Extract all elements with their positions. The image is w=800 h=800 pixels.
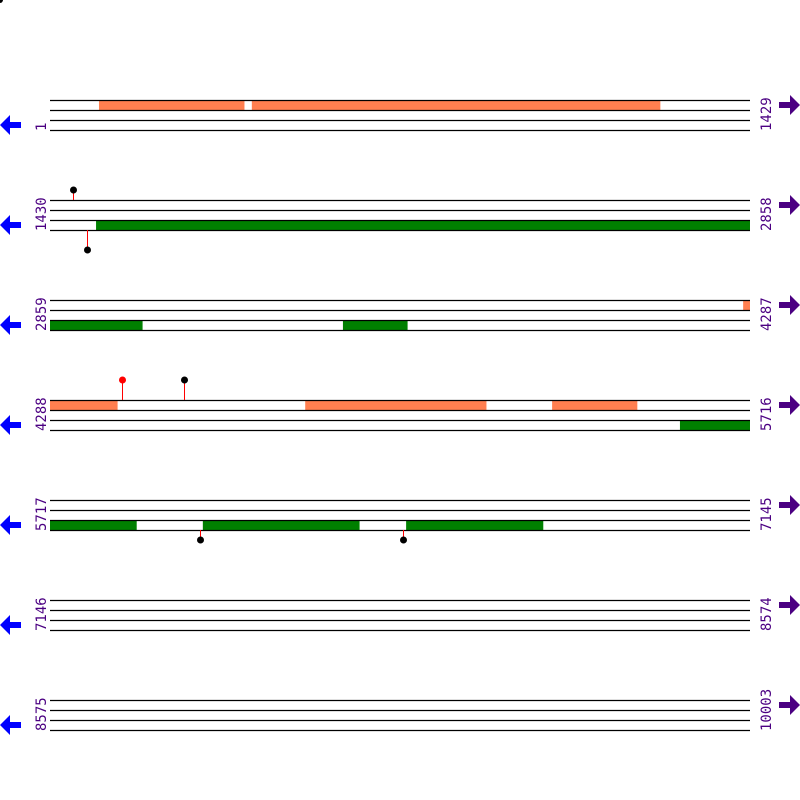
orange-feature[interactable] [552, 400, 638, 410]
row-start-label: 1 [34, 123, 50, 131]
row-end-label: 8574 [759, 597, 775, 631]
right-arrow-icon[interactable] [779, 495, 800, 515]
row-end-label: 4287 [759, 297, 775, 331]
row-end-label: 10003 [759, 689, 775, 731]
sequence-row: 5717 7145 [0, 495, 800, 544]
left-arrow-icon[interactable] [0, 115, 21, 135]
green-feature[interactable] [342, 320, 408, 330]
lollipop-marker[interactable] [400, 530, 407, 544]
marker-head [400, 536, 407, 544]
sequence-row: 7146 8574 [0, 595, 800, 635]
orange-feature[interactable] [50, 400, 118, 410]
row-end-label: 5716 [759, 397, 775, 431]
lollipop-marker[interactable] [181, 376, 188, 401]
row-start-label: 1430 [34, 197, 50, 231]
row-start-label: 4288 [34, 397, 50, 431]
corner-dot [0, 0, 3, 3]
green-feature[interactable] [202, 520, 360, 530]
green-feature[interactable] [679, 420, 750, 430]
marker-head [84, 246, 91, 254]
sequence-row: 4288 5716 [0, 376, 800, 435]
right-arrow-icon[interactable] [779, 195, 800, 215]
lollipop-marker[interactable] [70, 186, 77, 201]
orange-feature[interactable] [251, 100, 661, 110]
green-feature[interactable] [50, 320, 143, 330]
right-arrow-icon[interactable] [779, 595, 800, 615]
green-feature[interactable] [96, 220, 750, 230]
orange-feature[interactable] [743, 300, 750, 310]
row-start-label: 7146 [34, 597, 50, 631]
orange-feature[interactable] [98, 100, 245, 110]
right-arrow-icon[interactable] [779, 295, 800, 315]
sequence-row: 8575 10003 [0, 689, 800, 735]
orange-feature[interactable] [305, 400, 487, 410]
right-arrow-icon[interactable] [779, 395, 800, 415]
green-feature[interactable] [406, 520, 544, 530]
marker-head [197, 536, 204, 544]
row-end-label: 1429 [759, 97, 775, 131]
row-start-label: 5717 [34, 497, 50, 531]
sequence-row: 1 1429 [0, 95, 800, 135]
lollipop-marker[interactable] [197, 530, 204, 544]
right-arrow-icon[interactable] [779, 695, 800, 715]
left-arrow-icon[interactable] [0, 715, 21, 735]
row-start-label: 8575 [34, 697, 50, 731]
right-arrow-icon[interactable] [779, 95, 800, 115]
row-end-label: 7145 [759, 497, 775, 531]
marker-head [119, 376, 126, 384]
row-start-label: 2859 [34, 297, 50, 331]
row-end-label: 2858 [759, 197, 775, 231]
left-arrow-icon[interactable] [0, 615, 21, 635]
left-arrow-icon[interactable] [0, 415, 21, 435]
left-arrow-icon[interactable] [0, 215, 21, 235]
lollipop-marker[interactable] [119, 376, 126, 401]
sequence-row: 1430 2858 [0, 186, 800, 254]
left-arrow-icon[interactable] [0, 315, 21, 335]
lollipop-marker[interactable] [84, 230, 91, 254]
marker-head [181, 376, 188, 384]
sequence-row: 2859 4287 [0, 295, 800, 335]
marker-head [70, 186, 77, 194]
green-feature[interactable] [50, 520, 137, 530]
left-arrow-icon[interactable] [0, 515, 21, 535]
